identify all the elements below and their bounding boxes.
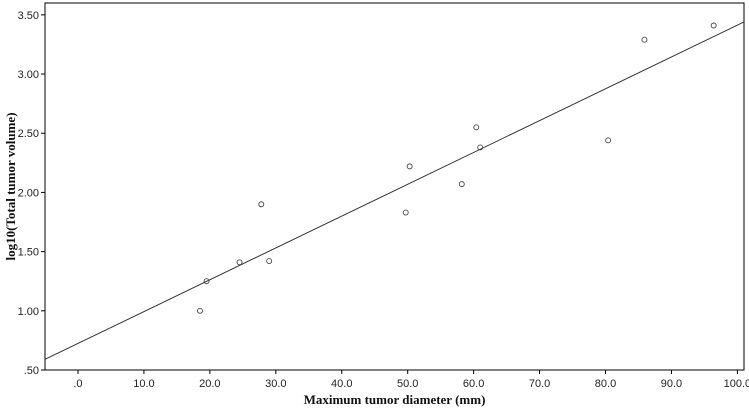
plot-frame [44, 2, 745, 371]
regression-line [44, 21, 745, 360]
y-tick-label: 2.50 [18, 128, 39, 140]
data-point [710, 22, 717, 29]
y-tick-label: 3.00 [18, 69, 39, 81]
x-tick-label: 40.0 [331, 378, 352, 390]
data-point [406, 163, 413, 170]
data-points [197, 22, 717, 314]
data-point [477, 144, 484, 151]
x-tick-label: 30.0 [265, 378, 286, 390]
x-axis-title: Maximum tumor diameter (mm) [304, 392, 486, 407]
data-point [473, 124, 480, 131]
y-tick-label: .50 [24, 365, 39, 377]
x-tick-label: .0 [73, 378, 82, 390]
data-point [458, 181, 465, 188]
data-point [605, 137, 612, 144]
y-tick-label: 3.50 [18, 10, 39, 22]
y-axis-ticks: .50 1.00 1.50 2.00 2.50 3.00 3.50 [18, 10, 45, 377]
x-tick-label: 80.0 [595, 378, 616, 390]
y-tick-label: 1.00 [18, 306, 39, 318]
data-point [402, 209, 409, 216]
x-tick-label: 10.0 [133, 378, 154, 390]
data-point [641, 36, 648, 43]
data-point [203, 278, 210, 285]
x-tick-label: 70.0 [529, 378, 550, 390]
data-point [236, 259, 243, 266]
data-point [258, 201, 265, 208]
x-tick-label: 90.0 [661, 378, 682, 390]
y-axis-title: log10(Total tumor volume) [3, 112, 18, 260]
data-point [197, 307, 203, 314]
x-tick-label: 20.0 [199, 378, 220, 390]
x-tick-label: 60.0 [463, 378, 484, 390]
x-tick-label: 50.0 [397, 378, 418, 390]
x-axis-ticks: .0 10.0 20.0 30.0 40.0 50.0 60.0 70.0 80.0 90.0 10… [73, 370, 749, 390]
x-tick-label: 100.0 [724, 378, 749, 390]
y-tick-label: 1.50 [18, 247, 39, 259]
y-tick-label: 2.00 [18, 187, 39, 199]
data-point [266, 258, 273, 265]
